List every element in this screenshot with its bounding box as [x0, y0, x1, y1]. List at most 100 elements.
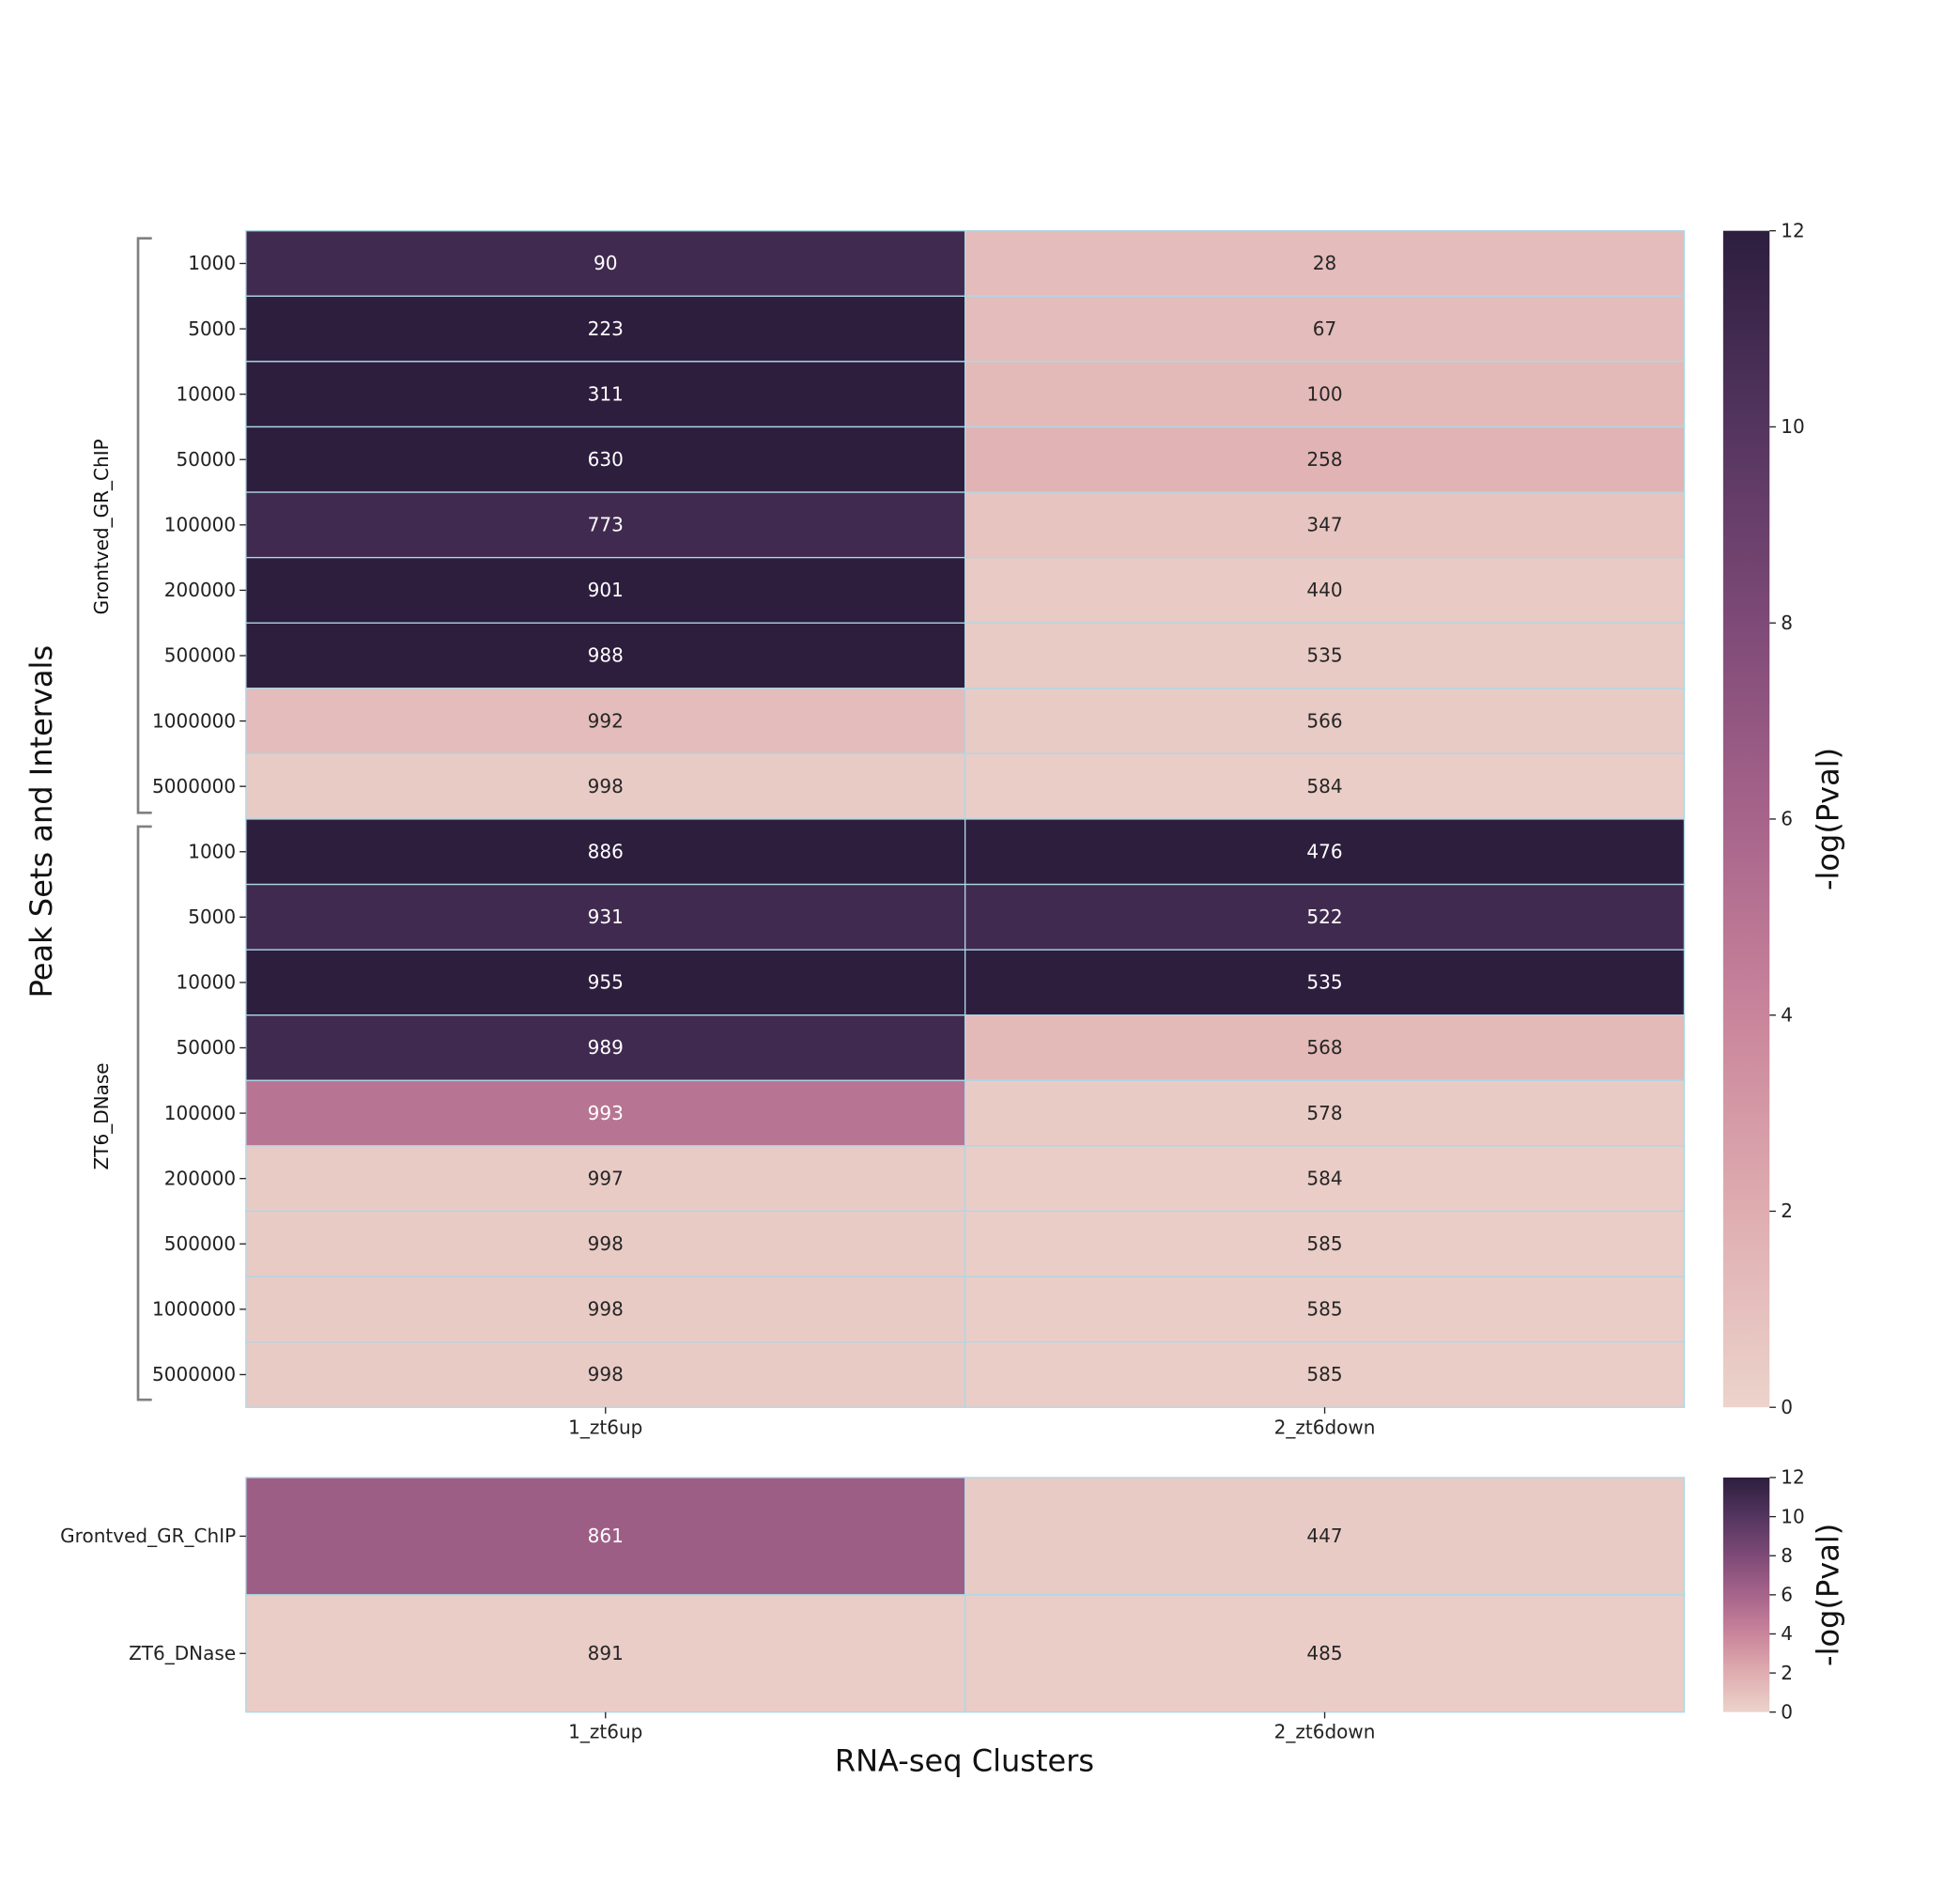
cell-annotation: 585: [1306, 1298, 1342, 1321]
colorbar-label: -log(Pval): [1811, 1524, 1846, 1666]
cell-annotation: 476: [1306, 840, 1342, 862]
colorbar-tick-label: 12: [1781, 1466, 1804, 1489]
y-tick-label: 1000000: [152, 709, 236, 732]
heatmap-cell: [964, 230, 1686, 297]
y-tick-label: 500000: [164, 644, 236, 667]
cell-annotation: 992: [588, 709, 624, 732]
x-tick-label: 2_zt6down: [1274, 1416, 1376, 1438]
cell-annotation: 258: [1306, 448, 1342, 471]
y-tick-label: 1000000: [152, 1298, 236, 1321]
cell-annotation: 998: [588, 1363, 624, 1385]
heatmap-cell: [245, 1340, 966, 1408]
heatmap-cell: [964, 1079, 1686, 1147]
y-tick-label: Grontved_GR_ChIP: [60, 1525, 236, 1547]
cell-annotation: 993: [588, 1102, 624, 1124]
x-tick-label: 2_zt6down: [1274, 1721, 1376, 1743]
cell-annotation: 568: [1306, 1036, 1342, 1059]
group-label: Grontved_GR_ChIP: [90, 439, 113, 614]
colorbar-tick-label: 10: [1781, 1505, 1804, 1527]
y-axis-title: Peak Sets and Intervals: [23, 645, 59, 998]
x-tick-label: 1_zt6up: [568, 1721, 642, 1743]
cell-annotation: 447: [1306, 1525, 1342, 1547]
y-tick-label: 100000: [164, 514, 236, 536]
colorbar-tick-label: 10: [1781, 415, 1804, 438]
heatmap-cell: [964, 622, 1686, 689]
cell-annotation: 28: [1313, 252, 1336, 274]
colorbar-label: -log(Pval): [1811, 748, 1846, 890]
cell-annotation: 535: [1306, 971, 1342, 994]
heatmap-cell: [964, 949, 1686, 1016]
cell-annotation: 566: [1306, 709, 1342, 732]
cell-annotation: 522: [1306, 906, 1342, 928]
cell-annotation: 998: [588, 775, 624, 797]
x-tick-label: 1_zt6up: [568, 1416, 642, 1438]
cell-annotation: 997: [588, 1167, 624, 1189]
y-tick-label: 100000: [164, 1102, 236, 1124]
group-bracket: [136, 237, 152, 814]
y-tick-label: ZT6_DNase: [129, 1642, 236, 1664]
heatmap-cell: [245, 622, 966, 689]
cell-annotation: 100: [1306, 382, 1342, 405]
y-tick-label: 10000: [176, 382, 236, 405]
cell-annotation: 989: [588, 1036, 624, 1059]
cell-annotation: 223: [588, 317, 624, 340]
colorbar-tick-label: 4: [1781, 1622, 1793, 1645]
cell-annotation: 578: [1306, 1102, 1342, 1124]
heatmap-cell: [245, 1145, 966, 1213]
colorbar-tick-label: 2: [1781, 1200, 1793, 1222]
heatmap-cell: [245, 230, 966, 297]
heatmap-cell: [964, 426, 1686, 493]
cell-annotation: 535: [1306, 644, 1342, 667]
heatmap-cell: [964, 883, 1686, 951]
cell-annotation: 998: [588, 1298, 624, 1321]
group-bracket: [136, 825, 152, 1401]
y-tick-label: 1000: [188, 252, 236, 274]
x-axis-title: RNA-seq Clusters: [835, 1742, 1094, 1778]
cell-annotation: 585: [1306, 1232, 1342, 1255]
cell-annotation: 998: [588, 1232, 624, 1255]
heatmap-cell: [964, 688, 1686, 755]
cell-annotation: 988: [588, 644, 624, 667]
cell-annotation: 886: [588, 840, 624, 862]
cell-annotation: 891: [588, 1642, 624, 1664]
heatmap-cell: [245, 361, 966, 428]
cell-annotation: 67: [1313, 317, 1336, 340]
cell-annotation: 584: [1306, 1167, 1342, 1189]
heatmap-cell: [245, 752, 966, 820]
heatmap-cell: [245, 1079, 966, 1147]
heatmap-cell: [964, 752, 1686, 820]
heatmap-cell: [245, 1210, 966, 1277]
y-tick-label: 5000: [188, 317, 236, 340]
colorbar-tick-label: 12: [1781, 219, 1804, 241]
heatmap-cell: [964, 491, 1686, 559]
cell-annotation: 585: [1306, 1363, 1342, 1385]
y-tick-label: 500000: [164, 1232, 236, 1255]
y-tick-label: 1000: [188, 840, 236, 862]
heatmap-cell: [964, 1594, 1686, 1713]
y-tick-label: 5000000: [152, 775, 236, 797]
colorbar-tick-label: 4: [1781, 1003, 1793, 1026]
heatmap-cell: [964, 295, 1686, 363]
y-tick-label: 200000: [164, 1167, 236, 1189]
cell-annotation: 584: [1306, 775, 1342, 797]
heatmap-cell: [245, 949, 966, 1016]
cell-annotation: 861: [588, 1525, 624, 1547]
heatmap-cell: [245, 818, 966, 886]
cell-annotation: 485: [1306, 1642, 1342, 1664]
heatmap-cell: [964, 1340, 1686, 1408]
cell-annotation: 955: [588, 971, 624, 994]
y-tick-label: 5000000: [152, 1363, 236, 1385]
cell-annotation: 931: [588, 906, 624, 928]
cell-annotation: 311: [588, 382, 624, 405]
colorbar-tick-label: 0: [1781, 1396, 1793, 1418]
y-tick-label: 50000: [176, 1036, 236, 1059]
y-tick-label: 5000: [188, 906, 236, 928]
heatmap-cell: [245, 1014, 966, 1081]
heatmap-cell: [245, 688, 966, 755]
colorbar-tick-label: 6: [1781, 808, 1793, 830]
y-tick-label: 10000: [176, 971, 236, 994]
colorbar-tick-label: 8: [1781, 611, 1793, 634]
heatmap-cell: [964, 361, 1686, 428]
cell-annotation: 773: [588, 514, 624, 536]
